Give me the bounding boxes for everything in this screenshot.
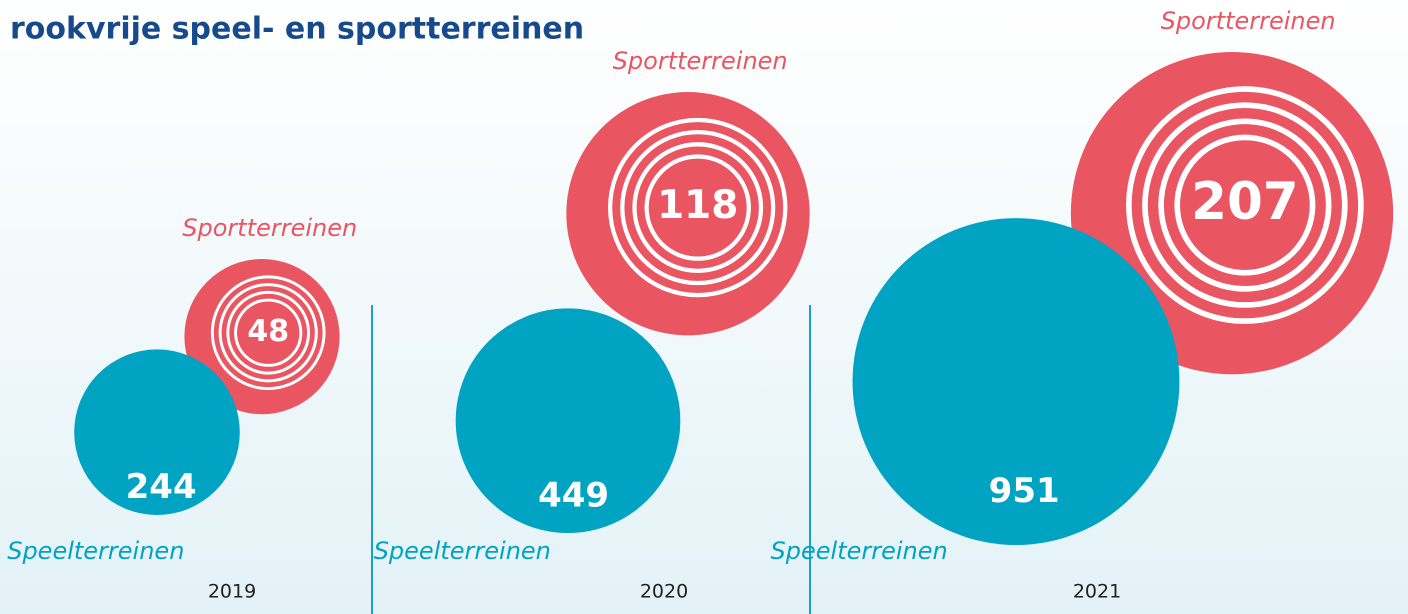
x-tick-label: 2019 (208, 581, 256, 603)
x-tick-label: 2021 (1073, 581, 1121, 603)
series-label: Sportterreinen (613, 47, 788, 75)
value-label: 118 (657, 183, 738, 228)
value-label: 207 (1191, 172, 1299, 232)
value-label: 951 (989, 471, 1060, 511)
page: rookvrije speel- en sportterreinen 48 244… (0, 0, 1408, 614)
series-label: Speelterreinen (771, 537, 948, 565)
chart-title: rookvrije speel- en sportterreinen (10, 12, 584, 47)
series-label: Sportterreinen (1161, 7, 1336, 35)
x-tick-label: 2020 (640, 581, 688, 603)
value-label: 449 (538, 476, 609, 516)
value-label: 244 (126, 467, 197, 507)
series-label: Speelterreinen (374, 537, 551, 565)
series-label: Speelterreinen (7, 537, 184, 565)
chart: rookvrije speel- en sportterreinen 48 244… (0, 0, 1408, 614)
series-label: Sportterreinen (182, 214, 357, 242)
value-label: 48 (247, 314, 289, 349)
